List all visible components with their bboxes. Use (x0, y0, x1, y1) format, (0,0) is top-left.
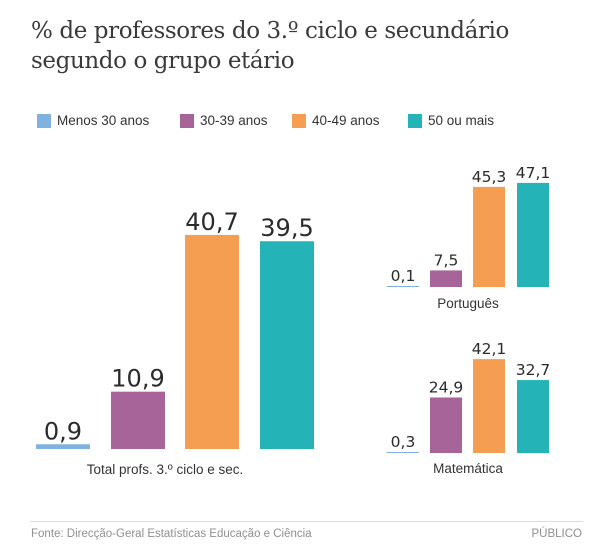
bar-value-label: 0,3 (391, 433, 416, 451)
bar-value-label: 10,9 (111, 365, 164, 393)
legend-swatch (408, 114, 422, 128)
legend-swatch (180, 114, 194, 128)
bar-value-label: 42,1 (472, 340, 507, 358)
legend-label: 50 ou mais (428, 113, 495, 128)
bar-value-label: 45,3 (472, 168, 507, 186)
bar-value-label: 40,7 (185, 208, 238, 236)
legend-label: 30-39 anos (200, 113, 268, 128)
legend-swatch (292, 114, 306, 128)
legend-label: 40-49 anos (312, 113, 380, 128)
bar-value-label: 39,5 (260, 214, 313, 242)
bar-portugues-1 (430, 270, 462, 287)
bar-matematica-2 (473, 359, 505, 453)
legend-swatch (37, 114, 51, 128)
chart-title: % de professores do 3.º ciclo e secundár… (31, 16, 591, 76)
bar-total-3 (260, 241, 314, 449)
chart-category-label: Total profs. 3.º ciclo e sec. (87, 462, 244, 477)
bar-matematica-3 (517, 380, 549, 453)
bar-value-label: 24,9 (429, 378, 464, 396)
bar-value-label: 7,5 (434, 251, 459, 269)
bar-portugues-0 (387, 286, 419, 287)
bar-value-label: 32,7 (516, 361, 551, 379)
title-line-1: % de professores do 3.º ciclo e secundár… (31, 18, 509, 44)
bar-portugues-3 (517, 182, 549, 287)
bar-value-label: 0,1 (391, 267, 416, 285)
bar-portugues-2 (473, 186, 505, 287)
source-note: Fonte: Direcção-Geral Estatísticas Educa… (31, 528, 312, 540)
title-line-2: segundo o grupo etário (31, 48, 295, 74)
bar-value-label: 47,1 (516, 164, 551, 182)
bar-value-label: 0,9 (44, 417, 82, 445)
brand-logo: PÚBLICO (531, 528, 583, 540)
legend-label: Menos 30 anos (57, 113, 150, 128)
bar-total-2 (185, 234, 239, 449)
footer-divider (30, 521, 583, 522)
bar-total-1 (111, 391, 165, 449)
bar-matematica-0 (387, 452, 419, 453)
bar-total-0 (36, 444, 90, 449)
chart-category-label: Português (437, 296, 499, 311)
bar-matematica-1 (430, 397, 462, 453)
chart-category-label: Matemática (433, 461, 503, 476)
